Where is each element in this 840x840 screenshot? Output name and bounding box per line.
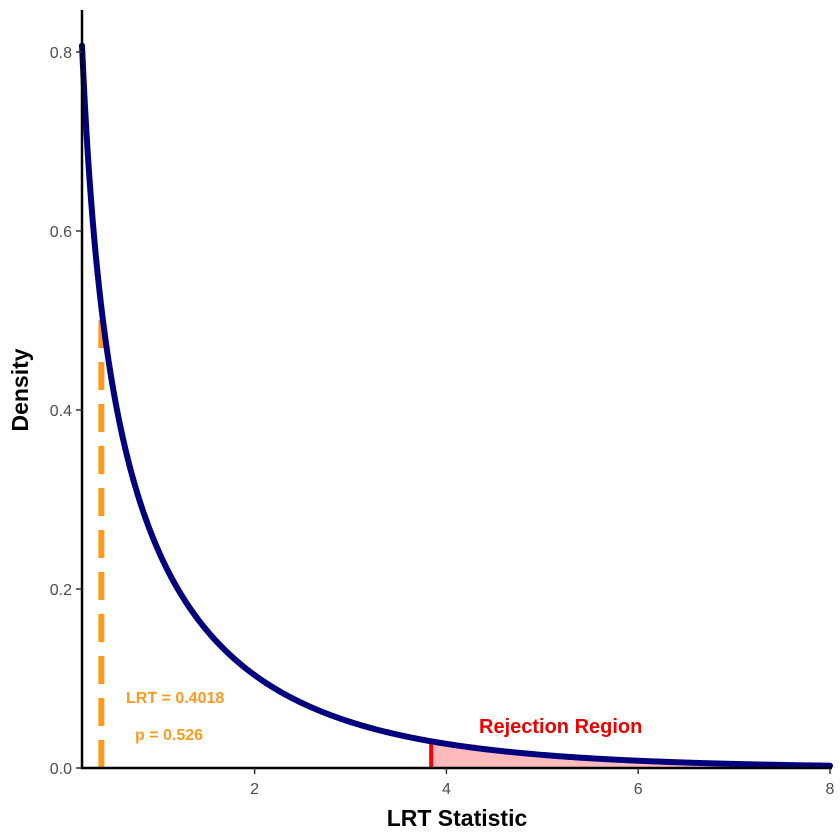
p-value-annotation: p = 0.526 xyxy=(135,727,203,744)
y-ticks: 0.0 0.2 0.4 0.6 0.8 xyxy=(50,45,82,778)
density-curve xyxy=(79,42,833,769)
y-tick-label: 0.0 xyxy=(50,761,72,778)
x-tick-label: 2 xyxy=(250,781,259,798)
y-tick-label: 0.6 xyxy=(50,224,72,241)
y-axis-title: Density xyxy=(7,348,33,431)
plot-area xyxy=(79,42,833,769)
y-tick-label: 0.2 xyxy=(50,582,72,599)
y-tick-label: 0.4 xyxy=(50,403,72,420)
x-tick-label: 6 xyxy=(634,781,643,798)
rejection-region-label: Rejection Region xyxy=(479,716,642,738)
y-axis: 0.0 0.2 0.4 0.6 0.8 xyxy=(50,10,84,778)
lrt-annotation: LRT = 0.4018 xyxy=(126,690,224,707)
x-tick-label: 4 xyxy=(442,781,451,798)
x-axis: 2 4 6 8 xyxy=(81,766,835,798)
x-axis-title: LRT Statistic xyxy=(387,805,528,831)
y-tick-label: 0.8 xyxy=(50,45,72,62)
x-ticks: 2 4 6 8 xyxy=(250,768,835,798)
rejection-region-area xyxy=(431,741,830,768)
x-tick-label: 8 xyxy=(826,781,835,798)
